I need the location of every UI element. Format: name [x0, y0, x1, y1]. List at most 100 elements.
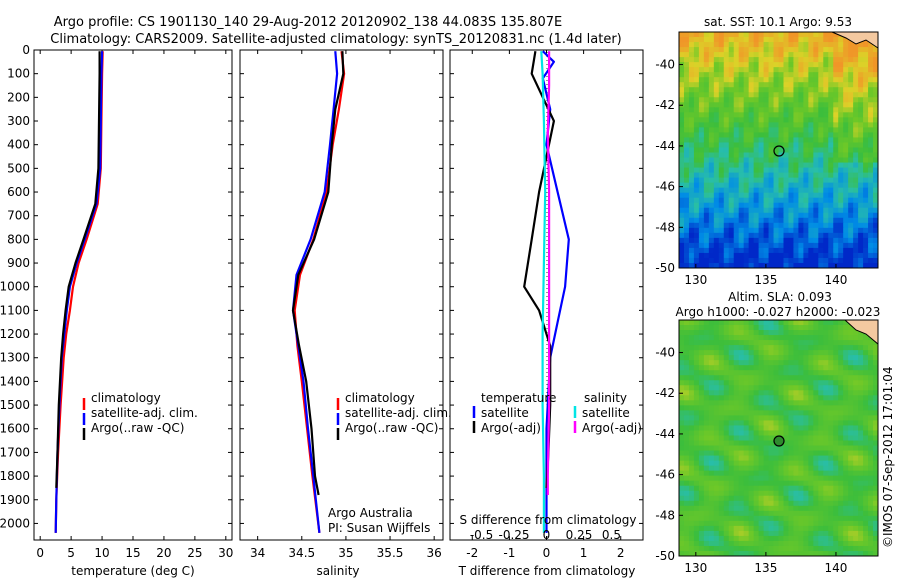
map-cell — [728, 325, 735, 331]
map-cell — [808, 87, 814, 93]
map-cell — [758, 415, 765, 421]
map-cell — [843, 67, 849, 73]
map-cell — [783, 395, 789, 401]
map-cell — [683, 227, 690, 234]
map-cell — [698, 515, 705, 522]
map-cell — [698, 440, 705, 447]
map-cell — [748, 67, 755, 73]
map-cell — [848, 77, 854, 83]
s-tick-label: -0.25 — [498, 528, 529, 542]
map-cell — [803, 87, 809, 93]
map-cell — [763, 147, 770, 154]
map-cell — [683, 505, 690, 512]
map-cell — [713, 530, 720, 537]
map-cell — [728, 197, 735, 204]
map-cell — [728, 147, 735, 154]
map-cell — [783, 415, 789, 421]
map-cell — [768, 167, 775, 174]
map-cell — [843, 72, 849, 78]
map-cell — [803, 525, 809, 532]
map-cell — [758, 525, 765, 532]
map-cell — [858, 405, 864, 411]
map-cell — [748, 102, 755, 108]
map-cell — [838, 475, 844, 482]
map-cell — [693, 82, 700, 88]
map-cell — [743, 252, 750, 259]
map-cell — [733, 237, 740, 244]
map-cell — [748, 117, 755, 123]
map-cell — [703, 217, 710, 224]
map-cell — [738, 520, 745, 527]
map-cell — [683, 380, 690, 386]
map-cell — [698, 405, 705, 411]
map-cell — [713, 490, 720, 497]
map-cell — [868, 530, 874, 537]
map-cell — [848, 455, 854, 462]
map-cell — [798, 420, 804, 426]
map-cell — [753, 207, 760, 214]
map-cell — [838, 147, 844, 154]
map-cell — [748, 380, 755, 386]
map-cell — [728, 520, 735, 527]
map-cell — [823, 92, 829, 98]
map-cell — [773, 37, 779, 43]
y-tick-label: 500 — [7, 161, 30, 175]
map-cell — [768, 257, 775, 264]
map-cell — [783, 410, 789, 416]
map-cell — [793, 257, 799, 264]
map-cell — [698, 540, 705, 547]
map-cell — [753, 152, 760, 159]
map-cell — [773, 232, 779, 239]
map-cell — [848, 435, 854, 442]
map-cell — [683, 470, 690, 477]
map-cell — [728, 530, 735, 537]
map-cell — [708, 485, 715, 492]
map-cell — [753, 187, 760, 194]
map-cell — [748, 500, 755, 507]
map-cell — [873, 242, 879, 249]
map-cell — [853, 152, 859, 159]
map-cell — [848, 470, 854, 477]
map-cell — [793, 340, 799, 346]
map-cell — [863, 67, 869, 73]
map-cell — [813, 197, 819, 204]
map-cell — [683, 550, 690, 557]
map-cell — [688, 340, 695, 346]
map-cell — [723, 425, 730, 431]
map-cell — [728, 430, 735, 436]
map-cell — [803, 320, 809, 326]
map-cell — [718, 445, 725, 452]
map-cell — [743, 222, 750, 229]
map-cell — [793, 47, 799, 53]
map-cell — [798, 102, 804, 108]
map-cell — [843, 335, 849, 341]
map-cell — [698, 122, 705, 128]
map-cell — [693, 262, 700, 269]
map-cell — [803, 262, 809, 269]
map-cell — [708, 102, 715, 108]
map-cell — [833, 232, 839, 239]
map-cell — [843, 370, 849, 376]
map-cell — [703, 400, 710, 406]
map-cell — [763, 127, 770, 133]
map-cell — [708, 252, 715, 259]
map-cell — [868, 515, 874, 522]
map-cell — [778, 470, 784, 477]
map-cell — [798, 227, 804, 234]
map-cell — [868, 450, 874, 457]
map-cell — [853, 500, 859, 507]
map-cell — [743, 137, 750, 143]
map-cell — [738, 167, 745, 174]
map-cell — [823, 207, 829, 214]
map-cell — [783, 102, 789, 108]
map-cell — [863, 535, 869, 542]
map-cell — [823, 237, 829, 244]
map-cell — [793, 97, 799, 103]
map-cell — [848, 330, 854, 336]
map-cell — [788, 37, 794, 43]
map-cell — [733, 430, 740, 436]
map-cell — [823, 330, 829, 336]
legend-label-satellite: satellite-adj. clim. — [345, 406, 452, 420]
map-cell — [748, 485, 755, 492]
map-cell — [868, 97, 874, 103]
